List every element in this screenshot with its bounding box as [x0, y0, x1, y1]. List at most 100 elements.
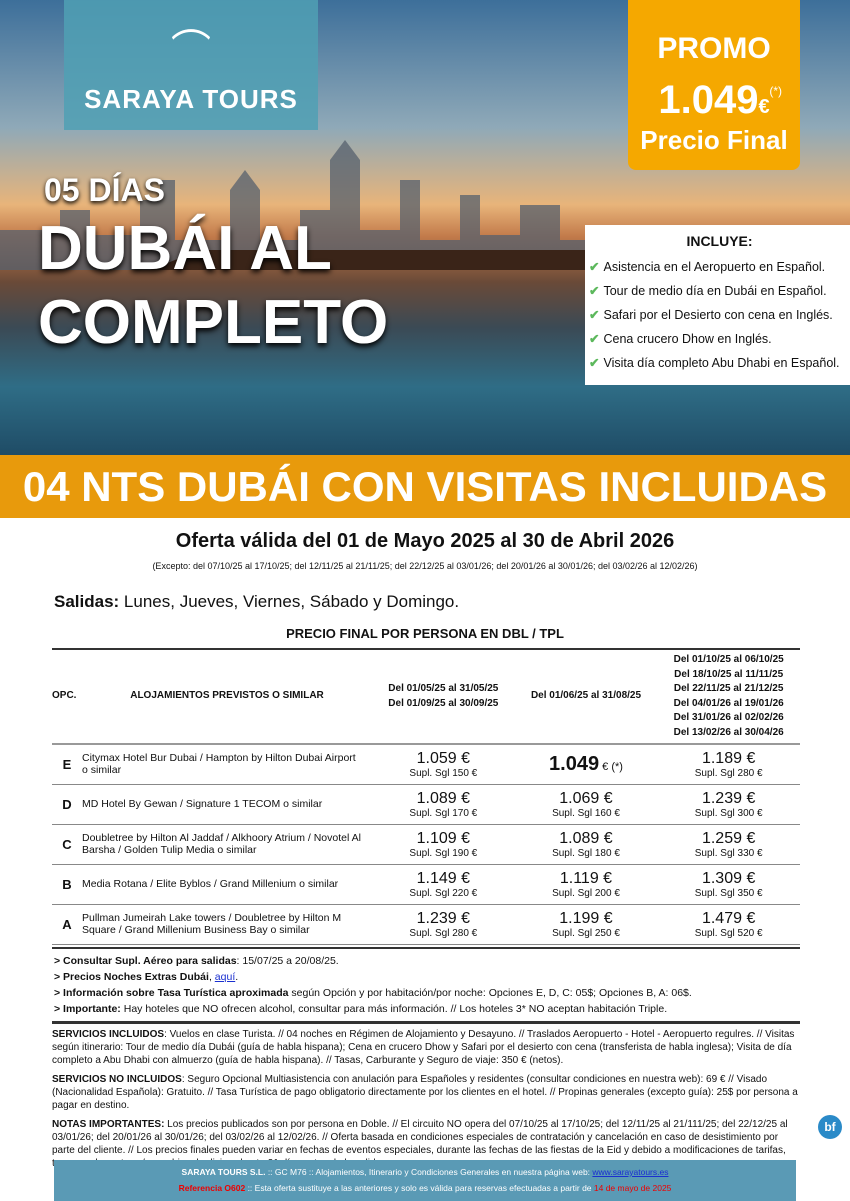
price-cell: 1.069 € Supl. Sgl 160 € — [514, 784, 658, 825]
include-item: ✔ Safari por el Desierto con cena en Ingl… — [589, 303, 850, 327]
price-cell: 1.239 € Supl. Sgl 280 € — [372, 904, 515, 945]
services-not-included: SERVICIOS NO INCLUIDOS: Seguro Opcional … — [52, 1073, 800, 1112]
saraya-tours-logo: ⌒ SARAYA TOURS — [64, 0, 318, 130]
include-text: Cena crucero Dhow en Inglés. — [603, 332, 772, 346]
title-line-1: DUBÁI AL — [38, 214, 332, 283]
price-cell: 1.149 € Supl. Sgl 220 € — [372, 864, 515, 905]
single-supplement: Supl. Sgl 300 € — [694, 807, 763, 819]
price: 1.259 € — [701, 829, 756, 847]
price: 1.089 € — [416, 789, 471, 807]
price-table: OPC. ALOJAMIENTOS PREVISTOS O SIMILAR De… — [52, 648, 800, 945]
logo-text: SARAYA TOURS — [84, 84, 298, 114]
include-text: Safari por el Desierto con cena en Inglé… — [603, 308, 833, 322]
single-supplement: Supl. Sgl 350 € — [694, 887, 763, 899]
table-row: E Citymax Hotel Bur Dubai / Hampton by H… — [52, 744, 800, 785]
table-row: D MD Hotel By Gewan / Signature 1 TECOM … — [52, 784, 800, 825]
price: 1.149 € — [416, 869, 471, 887]
note-bold: > Consultar Supl. Aéreo para salidas — [54, 955, 237, 967]
note-bold: > Importante: — [54, 1003, 121, 1015]
include-item: ✔ Visita día completo Abu Dhabi en Españo… — [589, 351, 850, 375]
include-text: Visita día completo Abu Dhabi en Español… — [603, 356, 840, 370]
price-cell: 1.049 € (*) — [514, 744, 658, 785]
single-supplement: Supl. Sgl 280 € — [694, 767, 763, 779]
trip-title: DUBÁI AL COMPLETO — [38, 212, 388, 360]
footer-text: :: GC M76 :: Alojamientos, Itinerario y … — [265, 1167, 593, 1177]
note-text: . — [235, 971, 239, 983]
single-supplement: Supl. Sgl 220 € — [409, 887, 478, 899]
services-text: : Vuelos en clase Turista. // 04 noches … — [52, 1029, 795, 1066]
title-line-2: COMPLETO — [38, 288, 389, 357]
option-code: C — [52, 824, 82, 865]
single-supplement: Supl. Sgl 180 € — [552, 847, 620, 859]
promo-box: PROMO 1.049€ (*) Precio Final — [628, 0, 800, 170]
hotel-names: Citymax Hotel Bur Dubai / Hampton by Hil… — [82, 744, 372, 785]
price-cell: 1.089 € Supl. Sgl 170 € — [372, 784, 515, 825]
footer-company: SARAYA TOURS S.L. — [181, 1167, 266, 1177]
notes-section: > Consultar Supl. Aéreo para salidas: 15… — [52, 947, 800, 1023]
headline-banner: 04 NTS DUBÁI CON VISITAS INCLUIDAS — [0, 455, 850, 518]
departures-days: Lunes, Jueves, Viernes, Sábado y Domingo… — [119, 592, 460, 611]
price: 1.479 € — [701, 909, 756, 927]
website-link[interactable]: www.sarayatours.es — [592, 1167, 669, 1177]
check-icon: ✔ — [589, 284, 600, 298]
promo-price-value: 1.049 — [658, 78, 759, 122]
price-cell: 1.109 € Supl. Sgl 190 € — [372, 824, 515, 865]
price-suffix: € (*) — [599, 760, 623, 773]
footer-date: 14 de mayo de 2025 — [593, 1183, 672, 1193]
single-supplement: Supl. Sgl 160 € — [552, 807, 620, 819]
price-cell: 1.239 € Supl. Sgl 300 € — [657, 784, 800, 825]
price: 1.239 € — [701, 789, 756, 807]
note-text: : 15/07/25 a 20/08/25. — [236, 955, 339, 967]
single-supplement: Supl. Sgl 330 € — [694, 847, 763, 859]
note-text: , — [208, 971, 215, 983]
table-caption: PRECIO FINAL POR PERSONA EN DBL / TPL — [286, 626, 564, 641]
option-code: B — [52, 864, 82, 905]
note-text: según Opción y por habitación/por noche:… — [288, 987, 692, 999]
price: 1.059 € — [416, 749, 471, 767]
include-item: ✔ Cena crucero Dhow en Inglés. — [589, 327, 850, 351]
services-included: SERVICIOS INCLUIDOS: Vuelos en clase Tur… — [52, 1028, 800, 1067]
departures: Salidas: Lunes, Jueves, Viernes, Sábado … — [54, 592, 459, 612]
option-code: A — [52, 904, 82, 945]
promo-currency: € — [758, 96, 770, 118]
bf-badge-icon: bf — [818, 1115, 842, 1139]
includes-title: INCLUYE: — [686, 233, 753, 249]
price: 1.239 € — [416, 909, 471, 927]
note-bold: > Precios Noches Extras Dubái — [54, 971, 209, 983]
price: 1.119 € — [559, 869, 613, 887]
services-text: : Seguro Opcional Multiasistencia con an… — [52, 1074, 798, 1111]
hotel-names: Doubletree by Hilton Al Jaddaf / Alkhoor… — [82, 824, 372, 865]
extra-nights-link[interactable]: aquí — [214, 971, 236, 983]
price: 1.109 € — [416, 829, 471, 847]
validity-text: Oferta válida del 01 de Mayo 2025 al 30 … — [175, 530, 675, 552]
services-heading: NOTAS IMPORTANTES: — [52, 1119, 165, 1130]
col-period-3: Del 01/10/25 al 06/10/25 Del 18/10/25 al… — [657, 648, 800, 745]
hotel-names: Pullman Jumeirah Lake towers / Doubletre… — [82, 904, 372, 945]
single-supplement: Supl. Sgl 190 € — [409, 847, 478, 859]
includes-box: INCLUYE: ✔ Asistencia en el Aeropuerto en… — [585, 225, 850, 385]
promo-final-label: Precio Final — [640, 125, 788, 155]
services-section: SERVICIOS INCLUIDOS: Vuelos en clase Tur… — [52, 1022, 800, 1176]
note-tax: > Información sobre Tasa Turística aprox… — [54, 985, 798, 1001]
col-period-1: Del 01/05/25 al 31/05/25 Del 01/09/25 al… — [372, 648, 515, 745]
trip-days: 05 DÍAS — [44, 172, 165, 208]
promo-price: 1.049€ — [628, 78, 800, 123]
check-icon: ✔ — [589, 356, 600, 370]
price: 1.069 € — [559, 789, 613, 807]
single-supplement: Supl. Sgl 280 € — [409, 927, 478, 939]
include-item: ✔ Asistencia en el Aeropuerto en Español. — [589, 255, 850, 279]
hotel-names: Media Rotana / Elite Byblos / Grand Mill… — [82, 864, 372, 905]
price-cell: 1.189 € Supl. Sgl 280 € — [657, 744, 800, 785]
promo-label: PROMO — [657, 32, 771, 65]
price-cell: 1.479 € Supl. Sgl 520 € — [657, 904, 800, 945]
check-icon: ✔ — [589, 308, 600, 322]
table-row: A Pullman Jumeirah Lake towers / Doublet… — [52, 904, 800, 945]
price: 1.309 € — [701, 869, 756, 887]
services-heading: SERVICIOS NO INCLUIDOS — [52, 1074, 182, 1085]
exceptions-text: (Excepto: del 07/10/25 al 17/10/25; del … — [152, 561, 698, 571]
include-text: Tour de medio día en Dubái en Español. — [603, 284, 827, 298]
price: 1.199 € — [559, 909, 613, 927]
logo-mark-icon: ⌒ — [171, 28, 211, 72]
note-text: Hay hoteles que NO ofrecen alcohol, cons… — [120, 1003, 668, 1015]
price-cell: 1.089 € Supl. Sgl 180 € — [514, 824, 658, 865]
